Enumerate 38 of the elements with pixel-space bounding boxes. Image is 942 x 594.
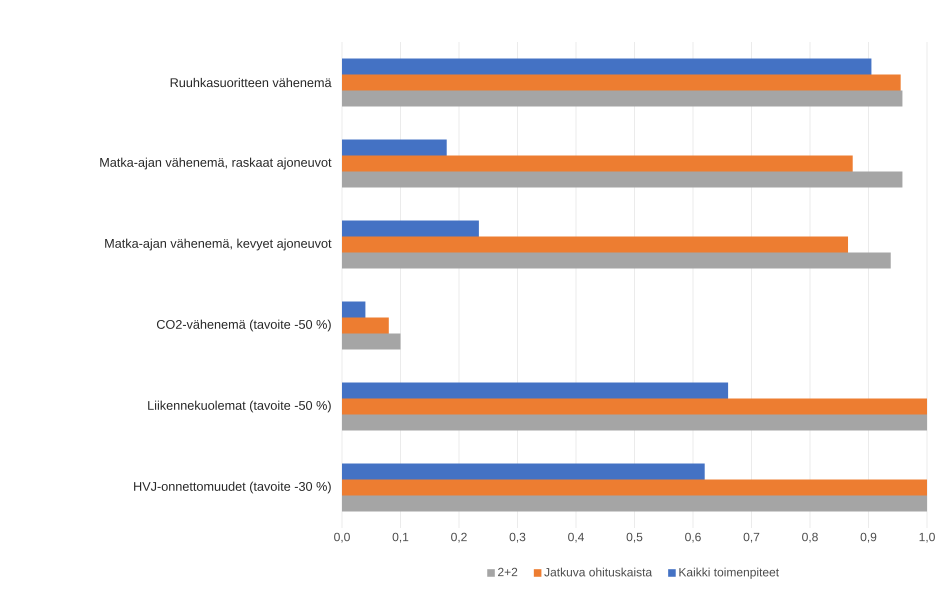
y-tick-label: Matka-ajan vähenemä, kevyet ajoneuvot [105,238,332,250]
x-tick-label: 0,8 [802,532,818,543]
legend-label: 2+2 [498,568,518,576]
legend-label: Jatkuva ohituskaista [544,568,652,576]
bar [342,140,447,156]
bar [342,172,902,188]
bar [342,156,853,172]
x-tick-label: 0,6 [685,532,701,543]
legend-label: Kaikki toimenpiteet [679,568,779,579]
bar [342,302,366,318]
y-tick-label: Matka-ajan vähenemä, raskaat ajoneuvot [100,158,332,170]
y-tick-label: Ruuhkasuoritteen vähenemä [170,78,332,88]
bar [342,496,928,512]
x-tick-label: 1,0 [920,532,935,543]
x-tick-label: 0,4 [568,532,584,543]
bar [342,220,479,237]
y-tick-label: Liikennekuolemat (tavoite -50 %) [148,400,331,412]
bar [342,90,902,107]
bar [342,318,389,334]
bar [342,398,928,415]
x-tick-label: 0,2 [451,532,467,543]
bar [342,414,928,431]
y-tick-label: HVJ-onnettomuudet (tavoite -30 %) [134,482,331,494]
x-tick-label: 0,7 [744,532,760,543]
x-tick-label: 0,9 [860,532,876,543]
bar [342,58,872,75]
bar [342,480,928,496]
y-tick-label: CO2-vähenemä (tavoite -50 %) [156,320,331,332]
bar [342,382,728,399]
x-tick-label: 0,1 [392,532,408,543]
x-tick-label: 0,0 [334,532,350,543]
x-tick-label: 0,3 [510,532,526,543]
bar [342,252,891,269]
bar [342,464,705,480]
bar [342,334,401,350]
bar [342,74,901,91]
bar [342,236,848,253]
x-tick-label: 0,5 [626,532,642,543]
